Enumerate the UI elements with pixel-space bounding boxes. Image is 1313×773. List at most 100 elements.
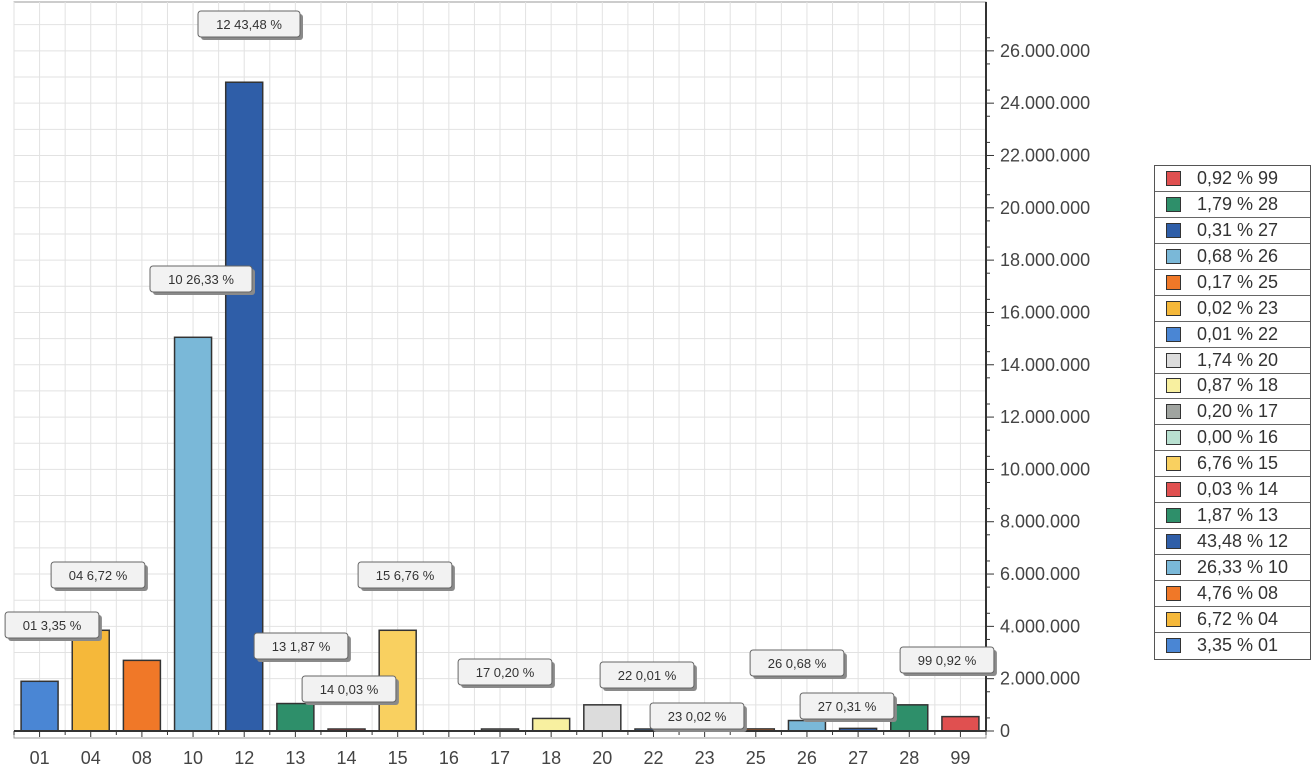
x-tick-label: 17 (490, 748, 510, 768)
bar-20 (584, 705, 621, 731)
bar-13 (277, 704, 314, 731)
data-label-04: 04 6,72 % (51, 562, 148, 591)
y-tick-label: 14.000.000 (1000, 355, 1090, 375)
x-tick-label: 08 (132, 748, 152, 768)
x-tick-label: 13 (285, 748, 305, 768)
bar-10 (175, 337, 212, 731)
legend-label: 0,01 % 22 (1197, 324, 1278, 345)
legend-item: 3,35 % 01 (1155, 633, 1310, 659)
legend-swatch (1166, 223, 1181, 238)
legend-swatch (1166, 638, 1181, 653)
data-label-14: 14 0,03 % (302, 676, 399, 705)
data-label-text: 26 0,68 % (768, 656, 827, 671)
bar-08 (123, 660, 160, 731)
legend-swatch (1166, 171, 1181, 186)
legend-item: 6,72 % 04 (1155, 607, 1310, 633)
legend-label: 1,79 % 28 (1197, 194, 1278, 215)
y-tick-label: 24.000.000 (1000, 93, 1090, 113)
legend-label: 26,33 % 10 (1197, 557, 1288, 578)
legend-swatch (1166, 534, 1181, 549)
y-tick-label: 6.000.000 (1000, 564, 1080, 584)
data-label-text: 23 0,02 % (668, 709, 727, 724)
legend-swatch (1166, 508, 1181, 523)
data-label-17: 17 0,20 % (458, 659, 555, 688)
bar-01 (21, 681, 58, 731)
data-label-text: 17 0,20 % (476, 665, 535, 680)
legend-label: 0,00 % 16 (1197, 427, 1278, 448)
y-tick-label: 0 (1000, 721, 1010, 741)
x-tick-label: 99 (950, 748, 970, 768)
legend-label: 3,35 % 01 (1197, 635, 1278, 656)
legend-swatch (1166, 249, 1181, 264)
data-label-text: 14 0,03 % (320, 682, 379, 697)
x-tick-label: 14 (337, 748, 357, 768)
y-tick-label: 18.000.000 (1000, 250, 1090, 270)
x-tick-label: 01 (30, 748, 50, 768)
legend-swatch (1166, 560, 1181, 575)
y-tick-label: 4.000.000 (1000, 616, 1080, 636)
legend-item: 0,03 % 14 (1155, 477, 1310, 503)
legend-label: 0,68 % 26 (1197, 246, 1278, 267)
data-label-text: 12 43,48 % (216, 17, 282, 32)
x-tick-label: 22 (643, 748, 663, 768)
legend-label: 6,72 % 04 (1197, 609, 1278, 630)
data-label-text: 27 0,31 % (818, 699, 877, 714)
legend-item: 0,87 % 18 (1155, 374, 1310, 400)
data-label-text: 22 0,01 % (618, 668, 677, 683)
y-tick-label: 16.000.000 (1000, 302, 1090, 322)
legend-item: 43,48 % 12 (1155, 529, 1310, 555)
x-tick-label: 16 (439, 748, 459, 768)
data-label-23: 23 0,02 % (650, 703, 747, 732)
legend-item: 0,92 % 99 (1155, 166, 1310, 192)
legend-label: 4,76 % 08 (1197, 583, 1278, 604)
legend-swatch (1166, 327, 1181, 342)
data-label-22: 22 0,01 % (600, 662, 697, 691)
legend-label: 0,02 % 23 (1197, 298, 1278, 319)
legend: 0,92 % 99 1,79 % 28 0,31 % 27 0,68 % 26 0,17… (1154, 165, 1311, 660)
data-label-15: 15 6,76 % (358, 562, 455, 591)
legend-item: 6,76 % 15 (1155, 451, 1310, 477)
legend-swatch (1166, 482, 1181, 497)
y-tick-label: 26.000.000 (1000, 41, 1090, 61)
x-tick-label: 15 (388, 748, 408, 768)
legend-item: 0,01 % 22 (1155, 322, 1310, 348)
legend-swatch (1166, 456, 1181, 471)
x-tick-label: 12 (234, 748, 254, 768)
data-label-text: 99 0,92 % (918, 653, 977, 668)
legend-label: 0,17 % 25 (1197, 272, 1278, 293)
x-tick-label: 10 (183, 748, 203, 768)
legend-item: 0,02 % 23 (1155, 296, 1310, 322)
data-label-text: 10 26,33 % (168, 272, 234, 287)
legend-swatch (1166, 275, 1181, 290)
legend-item: 1,79 % 28 (1155, 192, 1310, 218)
legend-item: 0,00 % 16 (1155, 425, 1310, 451)
legend-label: 1,74 % 20 (1197, 350, 1278, 371)
y-tick-label: 20.000.000 (1000, 198, 1090, 218)
y-tick-label: 10.000.000 (1000, 459, 1090, 479)
x-tick-label: 23 (695, 748, 715, 768)
bar-99 (942, 717, 979, 731)
legend-swatch (1166, 430, 1181, 445)
data-label-26: 26 0,68 % (750, 650, 847, 679)
data-label-13: 13 1,87 % (254, 633, 351, 662)
legend-item: 4,76 % 08 (1155, 581, 1310, 607)
legend-label: 0,87 % 18 (1197, 375, 1278, 396)
y-tick-label: 22.000.000 (1000, 145, 1090, 165)
legend-swatch (1166, 353, 1181, 368)
legend-label: 43,48 % 12 (1197, 531, 1288, 552)
bar-04 (72, 630, 109, 731)
legend-label: 0,03 % 14 (1197, 479, 1278, 500)
x-tick-label: 04 (81, 748, 101, 768)
legend-label: 0,20 % 17 (1197, 401, 1278, 422)
legend-label: 0,92 % 99 (1197, 168, 1278, 189)
bar-26 (788, 721, 825, 731)
data-label-27: 27 0,31 % (800, 693, 897, 722)
data-label-01: 01 3,35 % (5, 612, 102, 641)
legend-label: 1,87 % 13 (1197, 505, 1278, 526)
legend-item: 0,31 % 27 (1155, 218, 1310, 244)
legend-label: 6,76 % 15 (1197, 453, 1278, 474)
data-label-text: 04 6,72 % (69, 568, 128, 583)
legend-swatch (1166, 586, 1181, 601)
legend-item: 1,87 % 13 (1155, 503, 1310, 529)
